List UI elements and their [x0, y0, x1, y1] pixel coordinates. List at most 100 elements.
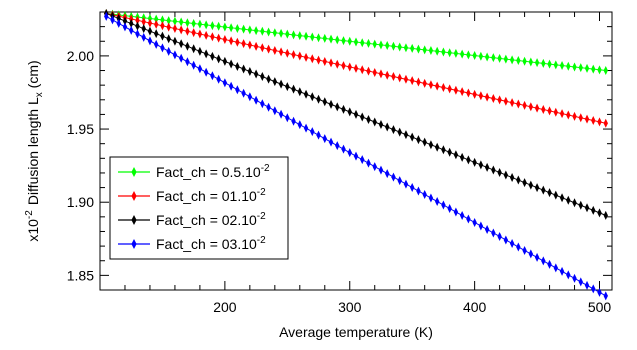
series-point [178, 25, 184, 35]
series-point [534, 103, 540, 113]
series-point [428, 140, 434, 150]
series-point [222, 78, 228, 88]
series-point [503, 96, 509, 106]
series-point [528, 102, 534, 112]
series-point [391, 41, 396, 51]
series-point [466, 88, 471, 98]
series-point [110, 15, 115, 25]
series-point [453, 207, 459, 217]
series-point [241, 39, 246, 49]
series-point [260, 99, 265, 109]
series-point [509, 238, 515, 248]
series-point [129, 14, 134, 24]
series-point [497, 231, 502, 241]
series-point [503, 54, 509, 64]
series-point [534, 252, 540, 262]
series-point [509, 173, 515, 183]
series-point [328, 34, 334, 44]
series-point [522, 245, 527, 255]
series-point [572, 198, 577, 208]
series-point [316, 94, 321, 104]
series-point [210, 32, 215, 42]
series-point [447, 84, 452, 94]
series-point [216, 74, 221, 84]
series-point [553, 60, 559, 70]
series-point [572, 273, 577, 283]
series-point [484, 52, 490, 62]
series-point [422, 45, 427, 55]
series-point [366, 158, 371, 168]
series-point [422, 78, 427, 88]
series-point [185, 41, 190, 51]
series-point [484, 224, 490, 234]
series-point [459, 152, 465, 162]
series-point [310, 127, 315, 137]
series-point [222, 56, 228, 66]
series-point [591, 64, 596, 74]
series-point [153, 14, 159, 24]
series-point [328, 99, 334, 109]
series-point [272, 106, 278, 116]
series-point [141, 24, 146, 34]
y-axis-title-unit: (cm) [25, 60, 41, 92]
series-point [547, 188, 552, 198]
series-point [353, 109, 359, 119]
series-point [491, 228, 496, 238]
series-point [360, 38, 365, 48]
series-point [272, 77, 278, 87]
legend-label-exponent: -2 [257, 211, 266, 222]
series-point [335, 59, 340, 69]
series-point [322, 134, 327, 144]
series-point [416, 186, 421, 196]
series-point [597, 65, 602, 75]
y-tick-label: 1.90 [67, 194, 94, 210]
series-point [228, 23, 234, 33]
series-point [397, 176, 402, 186]
series-point [341, 61, 346, 71]
series-point [366, 38, 371, 48]
series-point [335, 35, 340, 45]
series-point [291, 116, 296, 126]
series-point [166, 16, 171, 26]
series-point [559, 61, 565, 71]
series-point [378, 40, 384, 50]
x-tick-label: 200 [213, 299, 237, 315]
series-point [553, 263, 559, 273]
series-point [360, 112, 365, 122]
series-point [129, 19, 134, 29]
series-point [534, 183, 540, 193]
series-point [428, 193, 434, 203]
series-point [147, 18, 153, 28]
series-point [278, 109, 284, 119]
series-point [253, 41, 259, 51]
series-point [566, 110, 571, 120]
series-point [291, 84, 296, 94]
series-point [353, 37, 359, 47]
series-point [166, 46, 171, 56]
legend-label: Fact_ch = 03.10-2 [156, 235, 266, 252]
series-point [391, 172, 396, 182]
series-point [116, 18, 121, 28]
series-point [185, 57, 190, 67]
series-point [197, 29, 203, 39]
series-point [153, 39, 159, 49]
series-point [484, 162, 490, 172]
series-point [528, 249, 534, 259]
series [104, 8, 608, 128]
series-point [278, 28, 284, 38]
series-point [197, 64, 203, 74]
series-point [235, 37, 240, 47]
series-point [447, 147, 452, 157]
series-point [397, 127, 402, 137]
series-point [547, 106, 552, 116]
series-point [147, 26, 153, 36]
series-point [260, 72, 265, 82]
series-point [285, 29, 290, 39]
series-point [141, 32, 146, 42]
series-point [516, 242, 521, 252]
series-point [578, 63, 583, 73]
series-point [416, 135, 421, 145]
series-point [603, 210, 608, 220]
series-point [453, 150, 459, 160]
plot-frame [99, 11, 613, 291]
